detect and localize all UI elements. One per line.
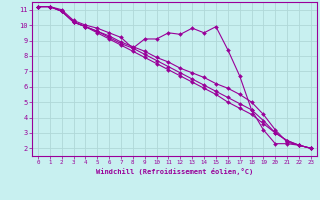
X-axis label: Windchill (Refroidissement éolien,°C): Windchill (Refroidissement éolien,°C) xyxy=(96,168,253,175)
